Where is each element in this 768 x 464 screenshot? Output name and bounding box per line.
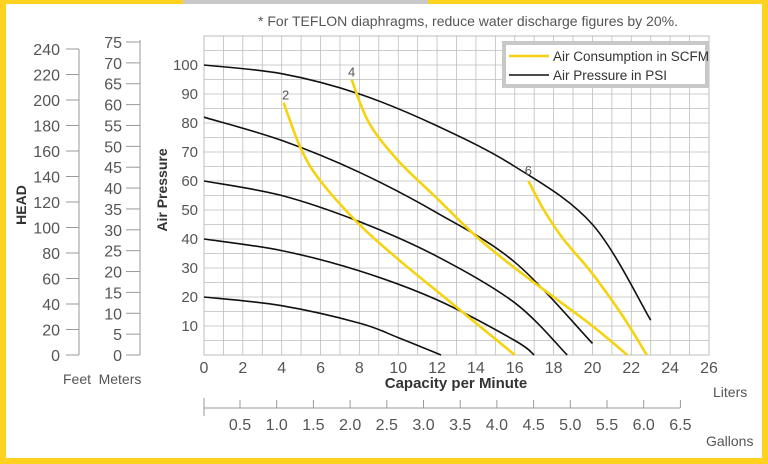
consumption-curve-label: 2: [282, 88, 289, 103]
gallons-tick-label: 2.5: [376, 417, 398, 434]
feet-tick-label: 160: [33, 144, 60, 161]
feet-axis: 0 20 40 60 80 100 120 140 160 180 200 220 240: [33, 42, 80, 365]
consumption-curve-label: 6: [525, 163, 532, 178]
feet-tick-label: 60: [42, 272, 60, 289]
gallons-tick-label: 0.5: [229, 417, 251, 434]
feet-tick-label: 140: [33, 170, 60, 187]
x-tick-label: 12: [428, 360, 446, 377]
feet-tick-label: 0: [51, 348, 60, 365]
x-tick-label: 4: [277, 360, 286, 377]
y-tick-label: 40: [181, 231, 198, 248]
gallons-axis: 0.5 1.0 1.5 2.0 2.5 3.0 3.5 4.0 4.5 5.0 5.5 6.0 6.5: [203, 398, 692, 434]
x-tick-label: 14: [467, 360, 485, 377]
feet-tick-label: 80: [42, 246, 60, 263]
feet-unit-label: Feet: [63, 371, 91, 387]
legend: Air Consumption in SCFM Air Pressure in …: [502, 41, 709, 88]
x-axis-title: Capacity per Minute: [385, 375, 528, 392]
gallons-tick-label: 6.5: [669, 417, 691, 434]
meters-tick-label: 10: [104, 306, 122, 323]
gallons-tick-label: 3.5: [449, 417, 471, 434]
legend-consumption-label: Air Consumption in SCFM: [553, 49, 709, 64]
meters-axis: 0 5 10 15 20 25 30 35 40 45 50 55 60 65 70 75: [104, 35, 141, 365]
consumption-curve-label: 4: [348, 65, 355, 80]
consumption-curve: [527, 180, 648, 356]
meters-tick-label: 50: [104, 139, 122, 156]
head-axis-title: HEAD: [13, 185, 29, 225]
feet-tick-label: 220: [33, 68, 60, 85]
feet-tick-label: 100: [33, 221, 60, 238]
x-tick-label: 18: [545, 360, 563, 377]
gallons-tick-label: 5.0: [559, 417, 581, 434]
meters-tick-label: 75: [104, 35, 122, 52]
teflon-note: * For TEFLON diaphragms, reduce water di…: [258, 13, 678, 29]
feet-tick-label: 240: [33, 42, 60, 59]
feet-tick-label: 180: [33, 119, 60, 136]
chart-grid: [203, 35, 710, 356]
x-tick-label: 6: [316, 360, 325, 377]
pressure-curve: [203, 116, 594, 344]
y-tick-label: 70: [181, 144, 198, 161]
gallons-tick-label: 4.0: [486, 417, 508, 434]
meters-tick-label: 40: [104, 181, 122, 198]
feet-tick-label: 20: [42, 323, 60, 340]
gallons-tick-label: 1.5: [302, 417, 324, 434]
consumption-curve: [350, 79, 629, 357]
gallons-tick-label: 6.0: [633, 417, 655, 434]
x-tick-labels: 0 2 4 6 8 10 12 14 16 18 20 22 24 26: [200, 360, 718, 377]
meters-tick-label: 65: [104, 77, 122, 94]
x-tick-label: 16: [506, 360, 524, 377]
pressure-curve: [203, 238, 535, 356]
top-bar-yellow: [428, 0, 768, 4]
x-tick-label: 10: [389, 360, 407, 377]
x-tick-label: 24: [661, 360, 679, 377]
legend-box: [502, 41, 709, 88]
y-tick-label: 100: [173, 57, 198, 74]
feet-tick-label: 200: [33, 93, 60, 110]
chart-curves: 2 4 6: [203, 64, 652, 357]
liters-unit-label: Liters: [713, 384, 747, 400]
pressure-curve: [203, 64, 652, 321]
x-tick-label: 8: [355, 360, 364, 377]
gallons-tick-label: 4.5: [522, 417, 544, 434]
meters-tick-label: 55: [104, 118, 122, 135]
top-bar-grey: [183, 0, 428, 4]
gallons-unit-label: Gallons: [706, 433, 753, 449]
y-tick-label: 30: [181, 260, 198, 277]
meters-tick-label: 15: [104, 285, 122, 302]
consumption-curve: [282, 102, 516, 357]
legend-pressure-label: Air Pressure in PSI: [553, 68, 667, 83]
y-tick-label: 90: [181, 86, 198, 103]
meters-tick-label: 70: [104, 56, 122, 73]
meters-tick-label: 30: [104, 223, 122, 240]
gallons-tick-label: 3.0: [412, 417, 434, 434]
gallons-tick-label: 5.5: [596, 417, 618, 434]
meters-tick-label: 60: [104, 98, 122, 115]
y-tick-label: 50: [181, 202, 198, 219]
x-tick-label: 20: [584, 360, 602, 377]
x-tick-label: 2: [238, 360, 247, 377]
y-tick-label: 10: [181, 318, 198, 335]
feet-tick-label: 40: [42, 297, 60, 314]
meters-tick-label: 20: [104, 265, 122, 282]
meters-tick-label: 45: [104, 160, 122, 177]
y-tick-label: 20: [181, 289, 198, 306]
x-tick-label: 26: [700, 360, 718, 377]
x-tick-label: 22: [622, 360, 640, 377]
meters-tick-label: 25: [104, 244, 122, 261]
y-tick-label: 60: [181, 173, 198, 190]
meters-tick-label: 35: [104, 202, 122, 219]
y-axis-title: Air Pressure: [154, 148, 170, 231]
pressure-curve: [203, 296, 442, 356]
y-tick-label: 80: [181, 115, 198, 132]
pressure-curve: [203, 180, 568, 356]
gallons-tick-label: 2.0: [339, 417, 361, 434]
meters-tick-label: 0: [113, 348, 122, 365]
gallons-tick-label: 1.0: [266, 417, 288, 434]
y-tick-labels: 10 20 30 40 50 60 70 80 90 100: [173, 57, 198, 335]
meters-tick-label: 5: [113, 327, 122, 344]
x-tick-label: 0: [200, 360, 209, 377]
feet-tick-label: 120: [33, 195, 60, 212]
meters-unit-label: Meters: [99, 371, 142, 387]
